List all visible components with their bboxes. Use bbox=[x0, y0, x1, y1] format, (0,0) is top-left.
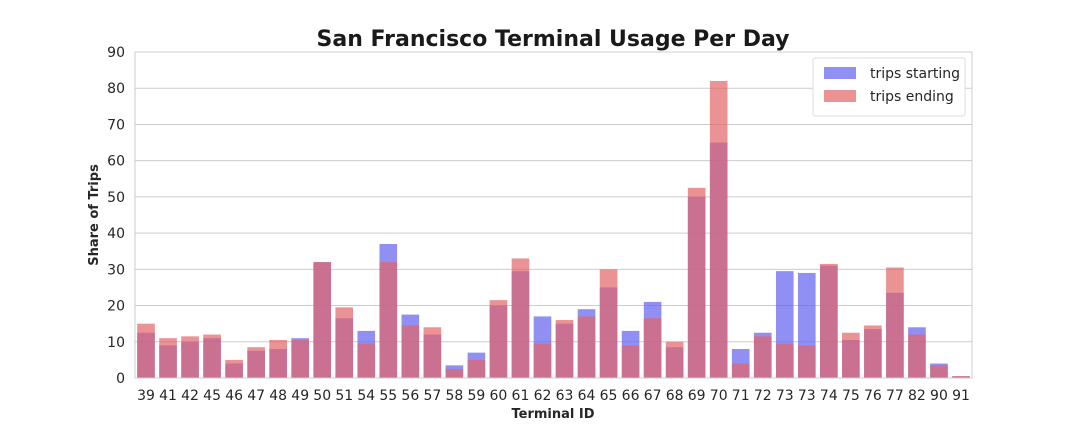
bar-trips-ending-73 bbox=[775, 343, 794, 378]
bar-trips-ending-55 bbox=[379, 262, 398, 378]
y-tick-label: 40 bbox=[107, 226, 125, 242]
x-tick-label: 46 bbox=[225, 388, 243, 404]
bar-trips-ending-76 bbox=[864, 325, 882, 378]
y-tick-label: 70 bbox=[107, 117, 125, 133]
y-axis-ticks: 0 10 20 30 40 50 60 70 80 90 bbox=[107, 45, 125, 387]
x-tick-label: 66 bbox=[622, 388, 640, 404]
bar-trips-ending-59 bbox=[467, 359, 486, 378]
x-tick-label: 70 bbox=[710, 388, 728, 404]
bar-trips-ending-65 bbox=[599, 269, 618, 378]
legend: trips starting trips ending bbox=[812, 57, 966, 117]
y-tick-label: 10 bbox=[107, 335, 125, 351]
x-tick-label: 73 bbox=[776, 388, 794, 404]
bar-trips-ending-82 bbox=[908, 334, 926, 378]
bar-trips-ending-72 bbox=[753, 336, 772, 378]
bar-trips-ending-60 bbox=[489, 300, 508, 378]
x-tick-label: 45 bbox=[203, 388, 221, 404]
bar-trips-ending-73 bbox=[797, 345, 816, 378]
bar-trips-ending-91 bbox=[952, 376, 970, 378]
x-tick-label: 59 bbox=[467, 388, 485, 404]
x-tick-label: 76 bbox=[864, 388, 882, 404]
x-tick-label: 75 bbox=[842, 388, 860, 404]
x-tick-label: 82 bbox=[908, 388, 926, 404]
x-tick-label: 63 bbox=[556, 388, 574, 404]
y-tick-label: 60 bbox=[107, 154, 125, 170]
series-trips-ending bbox=[137, 80, 970, 378]
bar-trips-ending-61 bbox=[511, 258, 530, 378]
x-tick-label: 90 bbox=[930, 388, 948, 404]
bar-trips-ending-75 bbox=[842, 332, 860, 378]
bar-trips-ending-64 bbox=[577, 316, 596, 378]
x-tick-label: 42 bbox=[181, 388, 199, 404]
bar-trips-ending-54 bbox=[357, 343, 376, 378]
x-tick-label: 73 bbox=[798, 388, 816, 404]
y-tick-label: 80 bbox=[107, 81, 125, 97]
x-tick-label: 62 bbox=[534, 388, 552, 404]
x-tick-label: 57 bbox=[423, 388, 441, 404]
bar-trips-ending-45 bbox=[203, 334, 221, 378]
bar-trips-ending-66 bbox=[621, 345, 640, 378]
y-tick-label: 30 bbox=[107, 262, 125, 278]
bar-trips-ending-69 bbox=[687, 187, 706, 378]
y-axis-label: Share of Trips bbox=[87, 164, 102, 266]
bar-trips-ending-41 bbox=[159, 338, 177, 378]
x-tick-label: 69 bbox=[688, 388, 706, 404]
bar-trips-ending-51 bbox=[335, 307, 354, 378]
y-tick-label: 50 bbox=[107, 190, 125, 206]
y-tick-label: 90 bbox=[107, 45, 125, 61]
bar-trips-ending-62 bbox=[533, 343, 552, 378]
bar-trips-ending-42 bbox=[181, 336, 199, 378]
x-tick-label: 77 bbox=[886, 388, 904, 404]
x-tick-label: 39 bbox=[137, 388, 155, 404]
y-tick-label: 20 bbox=[107, 299, 125, 315]
x-tick-label: 64 bbox=[578, 388, 596, 404]
bar-trips-ending-56 bbox=[401, 325, 420, 378]
x-tick-label: 91 bbox=[952, 388, 970, 404]
x-tick-label: 50 bbox=[313, 388, 331, 404]
bar-trips-ending-58 bbox=[445, 368, 464, 378]
legend-label-trips-starting: trips starting bbox=[870, 66, 960, 82]
x-axis-ticks: 39 41 42 45 46 47 48 49 50 51 54 55 56 57 58 59 60 61 62 63… bbox=[137, 388, 970, 404]
x-tick-label: 51 bbox=[335, 388, 353, 404]
x-tick-label: 60 bbox=[490, 388, 508, 404]
bar-trips-ending-68 bbox=[665, 341, 684, 378]
x-axis-label: Terminal ID bbox=[511, 407, 594, 422]
x-tick-label: 47 bbox=[247, 388, 265, 404]
x-tick-label: 71 bbox=[732, 388, 750, 404]
legend-swatch-trips-ending bbox=[824, 90, 856, 102]
x-tick-label: 58 bbox=[445, 388, 463, 404]
bar-trips-ending-47 bbox=[247, 347, 265, 378]
bar-trips-ending-77 bbox=[886, 267, 904, 378]
legend-swatch-trips-starting bbox=[824, 67, 856, 79]
bar-trips-ending-67 bbox=[643, 318, 662, 378]
bar-trips-ending-39 bbox=[137, 323, 155, 378]
bar-trips-ending-63 bbox=[555, 320, 574, 378]
chart-title: San Francisco Terminal Usage Per Day bbox=[317, 27, 790, 52]
legend-label-trips-ending: trips ending bbox=[870, 89, 954, 105]
x-tick-label: 67 bbox=[644, 388, 662, 404]
bar-trips-ending-57 bbox=[423, 327, 442, 378]
bar-trips-ending-71 bbox=[731, 363, 750, 378]
x-tick-label: 68 bbox=[666, 388, 684, 404]
bar-trips-ending-48 bbox=[269, 339, 287, 378]
x-tick-label: 55 bbox=[379, 388, 397, 404]
x-tick-label: 41 bbox=[159, 388, 177, 404]
x-tick-label: 72 bbox=[754, 388, 772, 404]
y-tick-label: 0 bbox=[116, 371, 125, 387]
bar-trips-ending-50 bbox=[313, 262, 332, 378]
bar-trips-ending-74 bbox=[820, 263, 838, 378]
bar-trips-ending-49 bbox=[291, 339, 310, 378]
x-tick-label: 74 bbox=[820, 388, 838, 404]
plot-frame bbox=[134, 51, 973, 379]
x-tick-label: 56 bbox=[401, 388, 419, 404]
x-tick-label: 49 bbox=[291, 388, 309, 404]
bar-trips-ending-70 bbox=[709, 80, 728, 378]
bar-trips-ending-46 bbox=[225, 359, 243, 378]
x-tick-label: 65 bbox=[600, 388, 618, 404]
bar-trips-ending-90 bbox=[930, 365, 948, 378]
x-tick-label: 61 bbox=[512, 388, 530, 404]
x-tick-label: 48 bbox=[269, 388, 287, 404]
x-tick-label: 54 bbox=[357, 388, 375, 404]
